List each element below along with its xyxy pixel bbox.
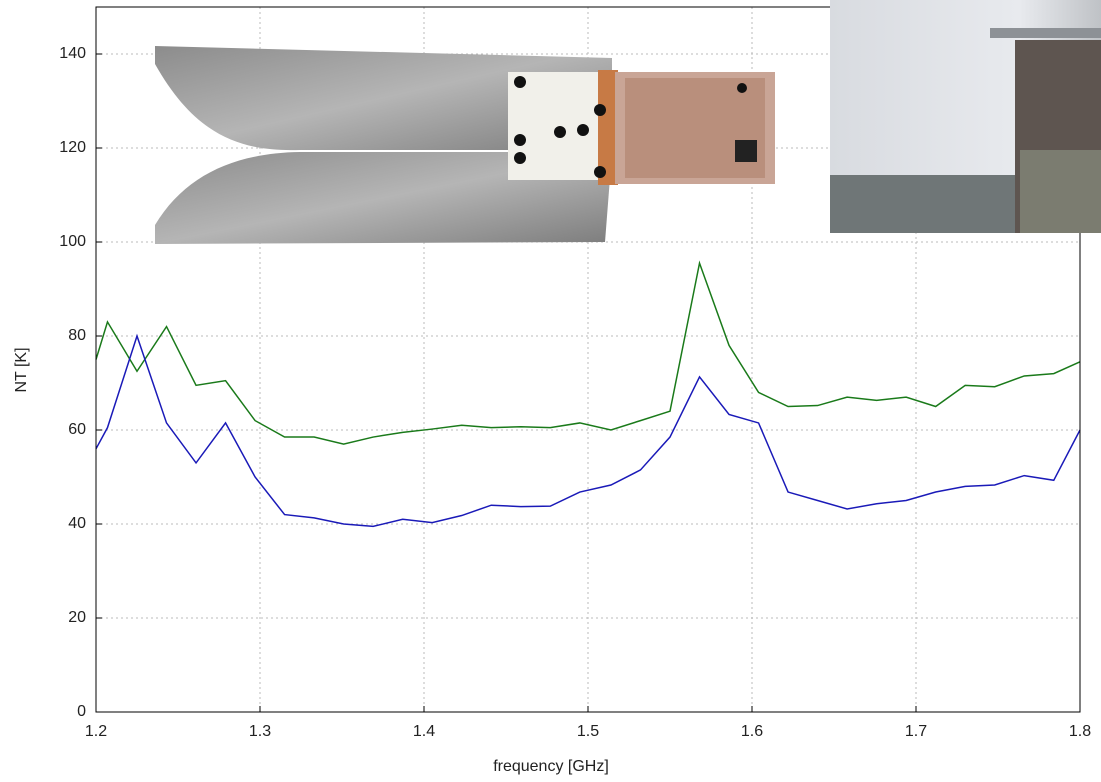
y-tick-label: 20 (68, 609, 86, 626)
x-tick-label: 1.4 (413, 723, 435, 740)
x-axis-label: frequency [GHz] (493, 758, 609, 775)
y-tick-label: 100 (59, 233, 86, 250)
x-tick-label: 1.6 (741, 723, 763, 740)
y-axis-label: NT [K] (13, 347, 30, 392)
site-photo (830, 0, 1101, 233)
y-tick-label: 40 (68, 515, 86, 532)
x-tick-label: 1.7 (905, 723, 927, 740)
y-tick-label: 60 (68, 421, 86, 438)
y-tick-label: 140 (59, 45, 86, 62)
y-tick-label: 120 (59, 139, 86, 156)
chart: 0204060801001201401.21.31.41.51.61.71.8 … (0, 0, 1101, 782)
y-tick-label: 0 (77, 703, 86, 720)
x-tick-label: 1.8 (1069, 723, 1091, 740)
x-tick-label: 1.3 (249, 723, 271, 740)
x-tick-label: 1.5 (577, 723, 599, 740)
y-tick-label: 80 (68, 327, 86, 344)
x-tick-label: 1.2 (85, 723, 107, 740)
